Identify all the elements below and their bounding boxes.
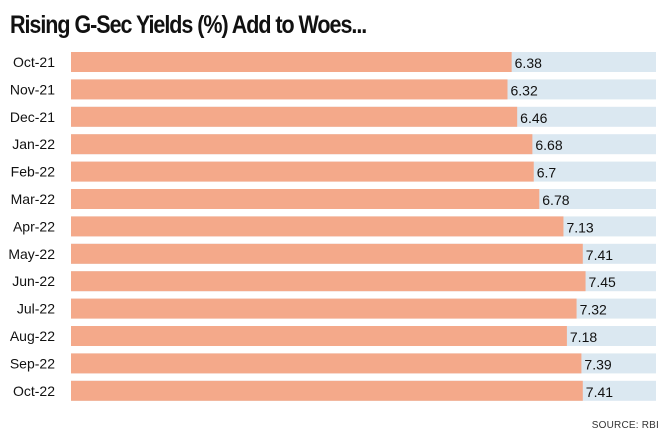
value-label: 7.18 [570, 329, 597, 345]
category-label: Mar-22 [11, 191, 56, 207]
source-note: SOURCE: RBI [591, 420, 659, 431]
value-label: 7.32 [580, 302, 607, 318]
bar-apr-22 [71, 216, 564, 237]
bar-feb-22 [71, 161, 534, 182]
bar-sep-22 [71, 353, 582, 374]
category-label: Sep-22 [10, 355, 55, 371]
category-label: Aug-22 [10, 328, 55, 344]
bar-jul-22 [71, 298, 577, 319]
category-label: Jul-22 [17, 301, 55, 317]
value-label: 6.7 [537, 165, 557, 181]
bar-oct-21 [71, 52, 512, 72]
bar-oct-22 [71, 380, 583, 401]
bar-mar-22 [71, 189, 540, 209]
category-label: Dec-21 [10, 109, 55, 125]
value-label: 6.78 [542, 192, 569, 208]
category-label: May-22 [8, 246, 55, 262]
bar-may-22 [71, 243, 583, 264]
category-labels: Oct-21 Nov-21 Dec-21 Jan-22 Feb-22 Mar-22 Apr-… [8, 54, 55, 399]
value-label: 6.68 [535, 137, 562, 153]
bar-aug-22 [71, 326, 567, 346]
bar-nov-21 [71, 79, 508, 100]
category-label: Apr-22 [13, 218, 55, 234]
category-label: Oct-22 [13, 383, 55, 399]
value-label: 7.13 [566, 219, 593, 235]
value-label: 6.38 [515, 55, 542, 71]
value-label: 7.41 [586, 247, 613, 263]
bar-jun-22 [71, 271, 586, 292]
value-labels: 6.38 6.32 6.46 6.68 6.7 6.78 7.13 7.41 7.45 7.32 7… [511, 55, 617, 400]
value-label: 6.46 [520, 110, 547, 126]
value-label: 7.41 [586, 384, 613, 400]
category-label: Jun-22 [12, 273, 55, 289]
value-label: 6.32 [511, 82, 538, 98]
bars [71, 52, 586, 401]
chart-title: Rising G-Sec Yields (%) Add to Woes... [10, 11, 367, 39]
category-label: Nov-21 [10, 81, 55, 97]
category-label: Feb-22 [11, 164, 56, 180]
bar-jan-22 [71, 134, 533, 155]
bar-dec-21 [71, 106, 518, 127]
value-label: 7.39 [584, 356, 611, 372]
value-label: 7.45 [589, 274, 616, 290]
category-label: Oct-21 [13, 54, 55, 70]
category-label: Jan-22 [12, 136, 55, 152]
